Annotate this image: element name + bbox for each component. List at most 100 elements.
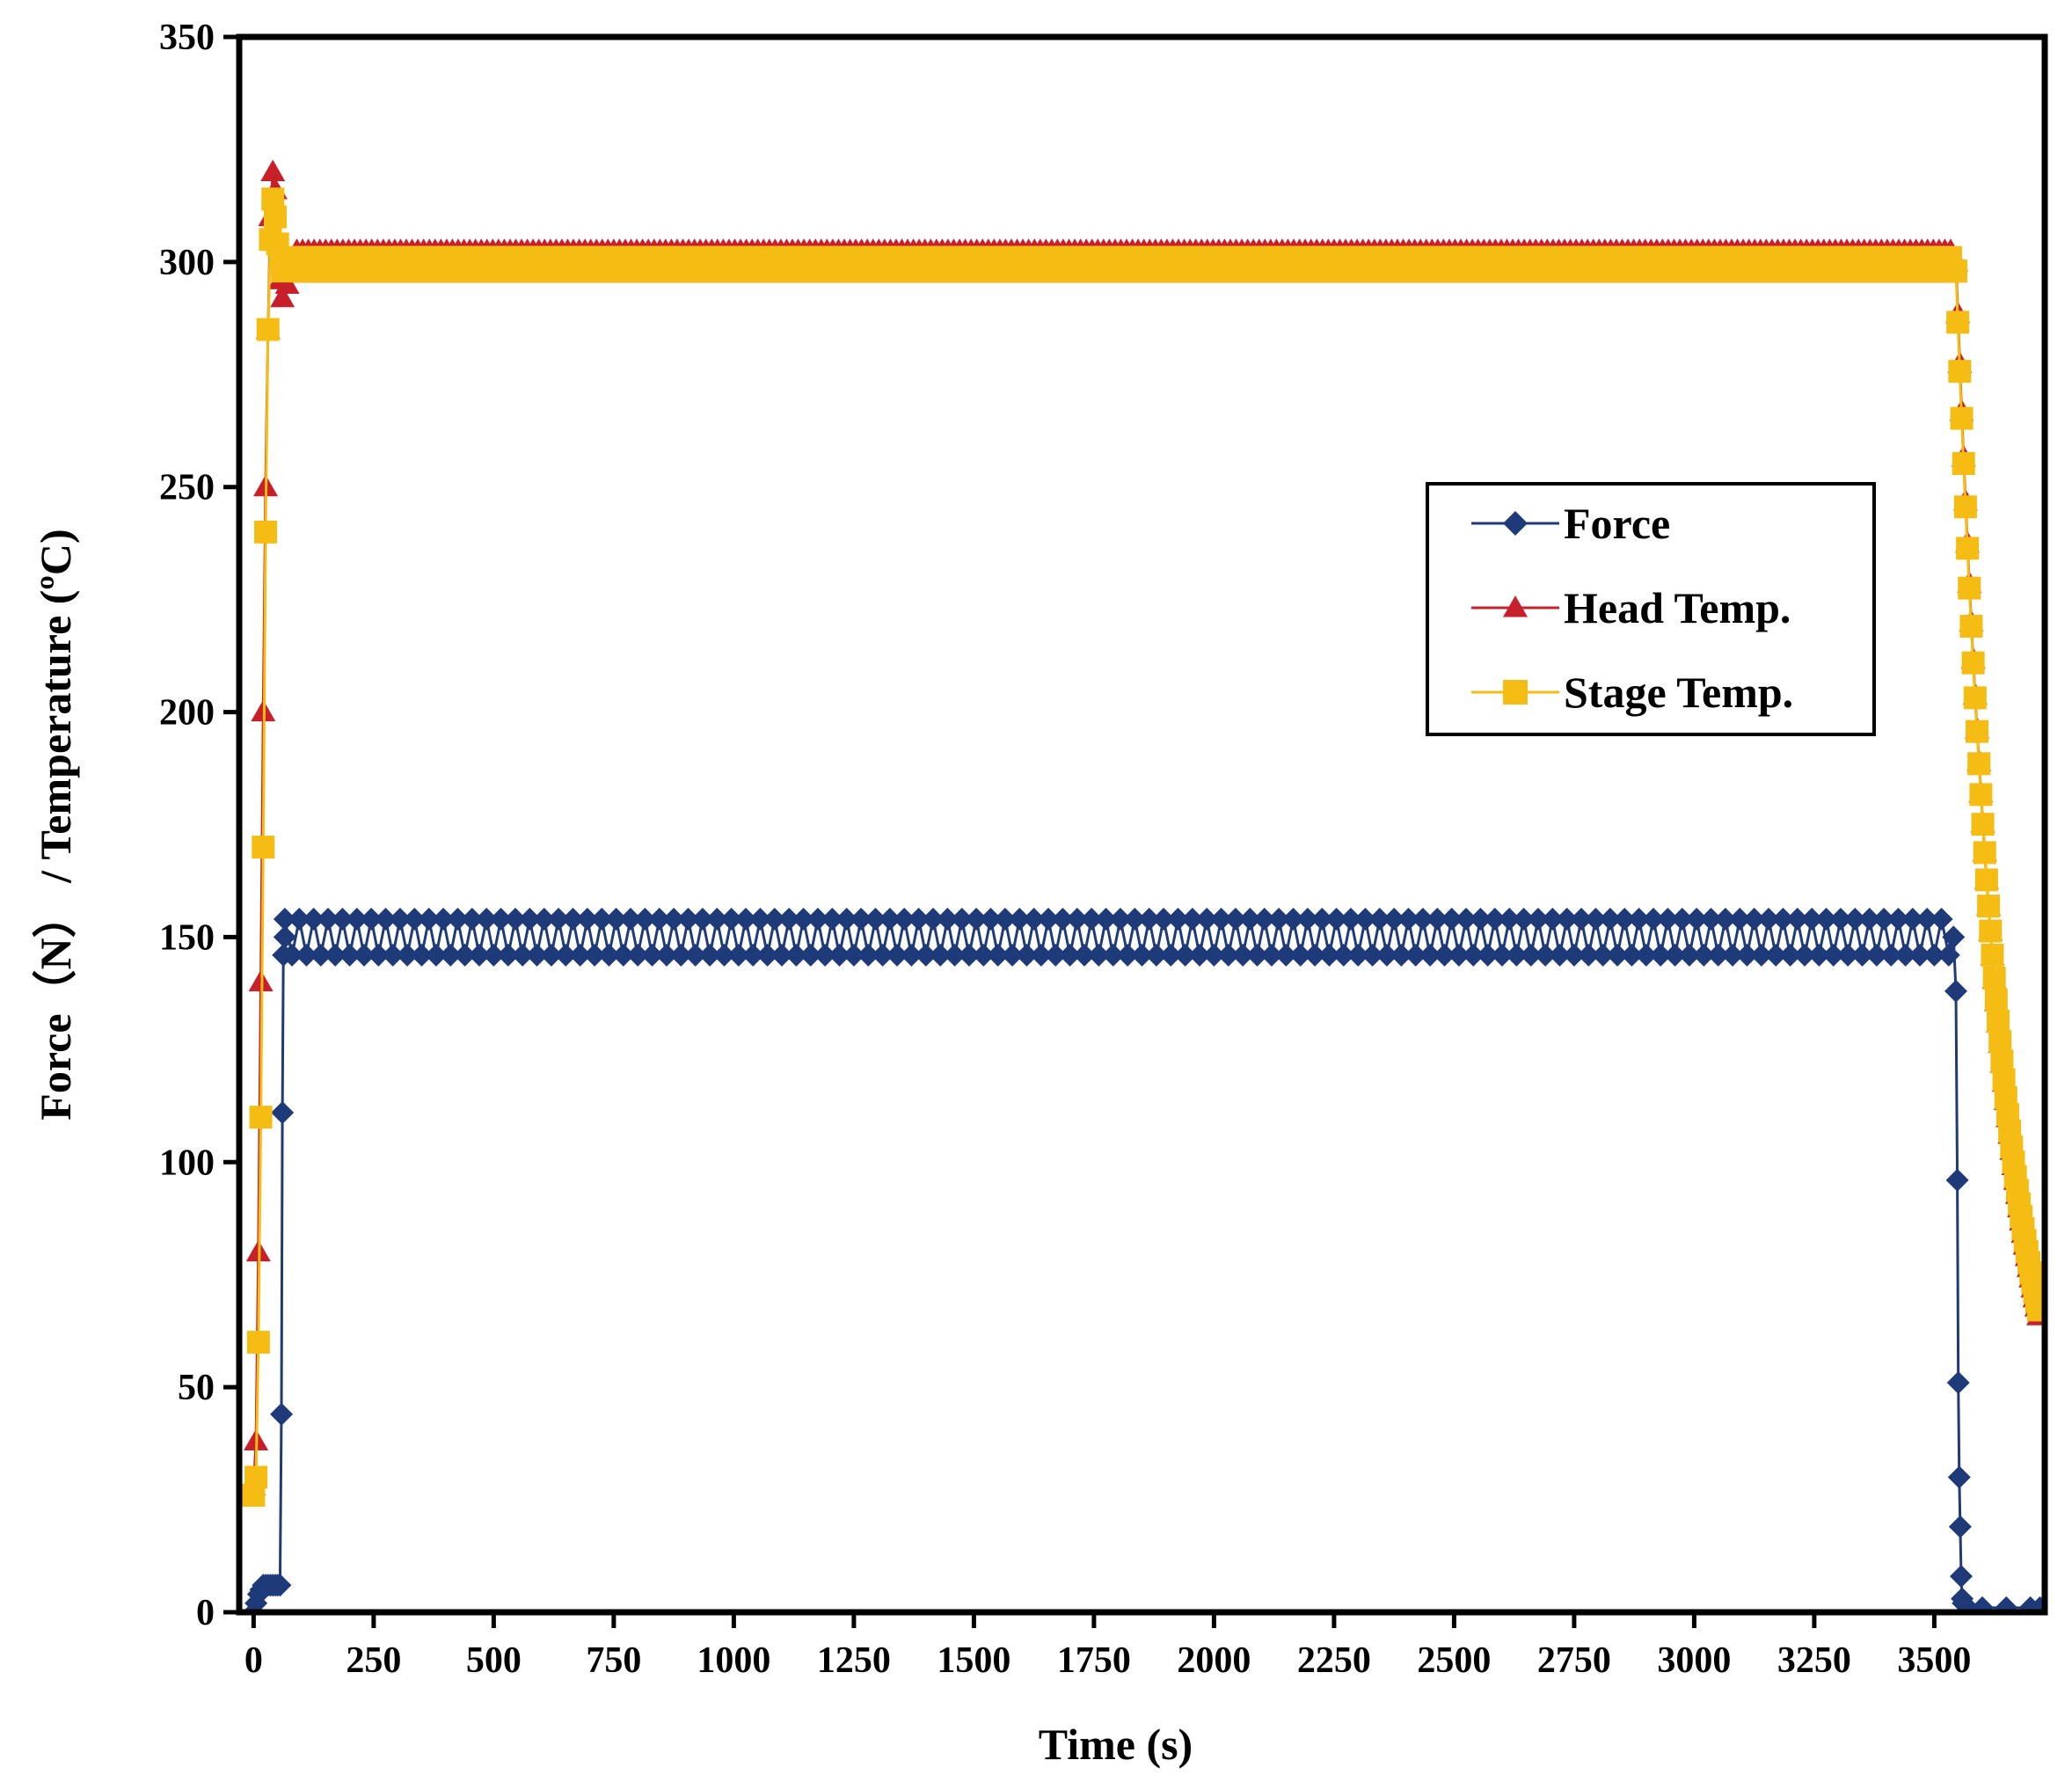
x-tick-label: 500 bbox=[466, 1640, 522, 1681]
data-point bbox=[1094, 907, 1118, 931]
data-point bbox=[1850, 943, 1874, 967]
data-point bbox=[1977, 895, 2001, 918]
data-point bbox=[1411, 907, 1434, 931]
x-tick-label: 1500 bbox=[937, 1640, 1010, 1681]
data-point bbox=[532, 907, 556, 931]
data-point bbox=[446, 907, 470, 931]
data-point bbox=[1981, 943, 2004, 967]
data-point bbox=[1950, 406, 1974, 430]
data-point bbox=[1267, 907, 1291, 931]
data-point bbox=[698, 943, 722, 967]
data-point bbox=[792, 907, 815, 931]
data-point bbox=[633, 907, 657, 931]
data-point bbox=[273, 907, 296, 931]
data-point bbox=[1015, 943, 1039, 967]
x-tick-label: 250 bbox=[346, 1640, 401, 1681]
data-point bbox=[1800, 907, 1824, 931]
data-point bbox=[654, 943, 678, 967]
data-point bbox=[1223, 907, 1247, 931]
data-point bbox=[690, 907, 714, 931]
legend-marker bbox=[1503, 680, 1528, 705]
series-stage-temp bbox=[242, 187, 2045, 1507]
data-point bbox=[1555, 907, 1579, 931]
data-point bbox=[1087, 943, 1111, 967]
data-point bbox=[1990, 1049, 2014, 1073]
x-axis-title: Time (s) bbox=[1039, 1720, 1193, 1769]
data-point bbox=[338, 943, 361, 967]
data-point bbox=[683, 943, 707, 967]
data-point bbox=[1044, 943, 1068, 967]
data-point bbox=[381, 943, 405, 967]
data-point bbox=[1238, 907, 1262, 931]
data-point bbox=[1123, 907, 1147, 931]
data-point bbox=[1368, 907, 1391, 931]
data-point bbox=[1512, 907, 1536, 931]
data-point bbox=[1570, 907, 1594, 931]
data-point bbox=[1995, 1596, 2018, 1612]
y-tick-label: 250 bbox=[159, 468, 215, 508]
data-point bbox=[1137, 907, 1161, 931]
data-point bbox=[1956, 537, 1980, 560]
data-point bbox=[1072, 943, 1096, 967]
data-point bbox=[1948, 1515, 1972, 1538]
data-point bbox=[1051, 907, 1075, 931]
data-point bbox=[871, 943, 894, 967]
data-point bbox=[1922, 943, 1946, 967]
data-point bbox=[482, 943, 506, 967]
data-point bbox=[1483, 907, 1507, 931]
data-point bbox=[1967, 752, 1991, 776]
legend-item: Stage Temp. bbox=[1471, 668, 1793, 717]
data-point bbox=[1946, 310, 1970, 334]
data-point bbox=[309, 943, 332, 967]
data-point bbox=[1116, 943, 1140, 967]
data-point bbox=[979, 907, 1003, 931]
data-point bbox=[1108, 907, 1132, 931]
data-point bbox=[1534, 943, 1558, 967]
data-point bbox=[1814, 907, 1838, 931]
data-point bbox=[561, 907, 585, 931]
data-point bbox=[900, 943, 923, 967]
data-point bbox=[813, 943, 837, 967]
data-point bbox=[1469, 907, 1492, 931]
data-point bbox=[1713, 907, 1737, 931]
data-point bbox=[460, 907, 484, 931]
data-point bbox=[268, 1574, 292, 1597]
data-point bbox=[1383, 907, 1406, 931]
data-point bbox=[590, 907, 614, 931]
data-point bbox=[360, 907, 383, 931]
data-point bbox=[1216, 943, 1240, 967]
data-point bbox=[1946, 1371, 1970, 1395]
data-point bbox=[1281, 907, 1305, 931]
data-point bbox=[1346, 943, 1370, 967]
data-point bbox=[1721, 943, 1745, 967]
data-point bbox=[274, 272, 300, 294]
data-point bbox=[1915, 907, 1939, 931]
data-point bbox=[496, 943, 520, 967]
data-point bbox=[604, 907, 628, 931]
data-point bbox=[1699, 907, 1723, 931]
data-point bbox=[914, 943, 938, 967]
data-point bbox=[907, 907, 930, 931]
data-point bbox=[755, 943, 779, 967]
data-point bbox=[929, 943, 952, 967]
data-point bbox=[2028, 1596, 2045, 1612]
data-point bbox=[1944, 979, 1967, 1003]
data-point bbox=[1029, 943, 1053, 967]
data-point bbox=[1987, 1010, 2010, 1033]
data-point bbox=[1971, 1596, 1995, 1612]
data-point bbox=[1339, 907, 1363, 931]
series-force bbox=[242, 907, 2045, 1612]
data-point bbox=[1065, 907, 1089, 931]
data-point bbox=[921, 907, 945, 931]
data-point bbox=[1930, 907, 1953, 931]
data-point bbox=[503, 907, 527, 931]
data-point bbox=[676, 907, 700, 931]
data-point bbox=[1961, 651, 1985, 675]
data-point bbox=[1288, 943, 1312, 967]
data-point bbox=[271, 1100, 295, 1124]
data-point bbox=[1037, 907, 1061, 931]
data-point bbox=[1953, 495, 1977, 519]
y-tick-label: 150 bbox=[159, 917, 215, 958]
data-point bbox=[1886, 907, 1910, 931]
